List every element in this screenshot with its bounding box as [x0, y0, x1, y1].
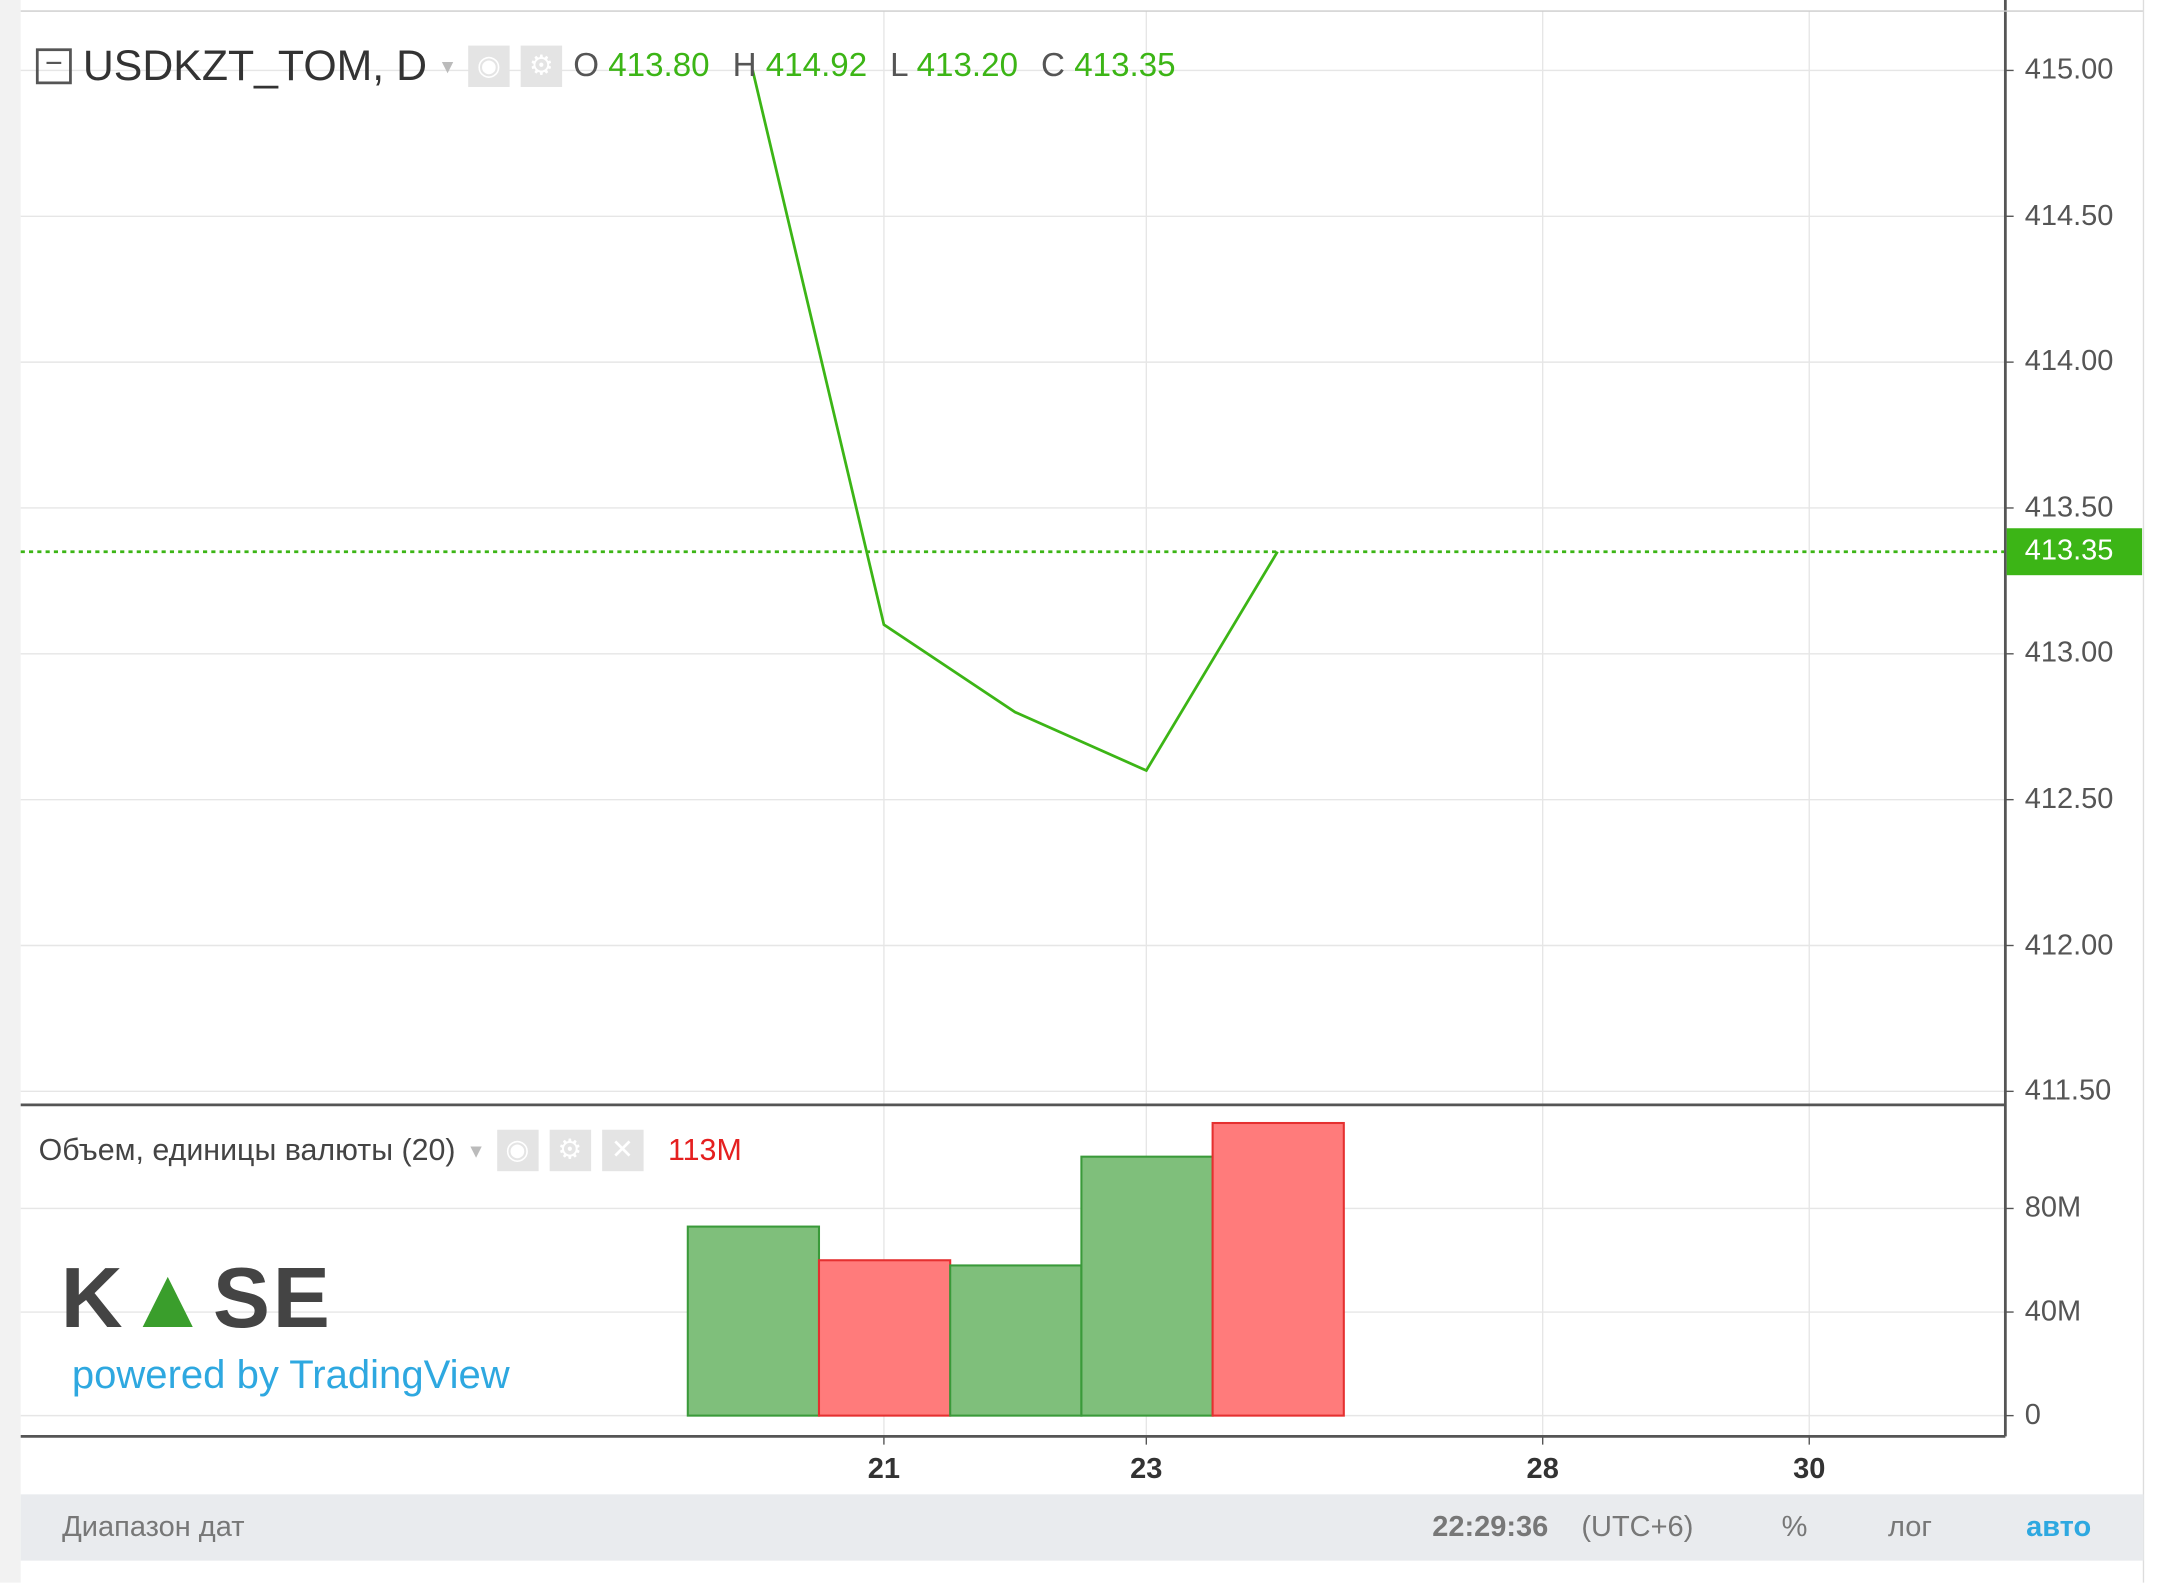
high-label: H: [733, 47, 757, 84]
gear-icon[interactable]: ⚙: [521, 46, 562, 87]
time-tick-label: 30: [1793, 1453, 1825, 1486]
symbol-legend: − USDKZT_TOM, D ▼ ◉ ⚙ O 413.80 H 414.92 …: [36, 41, 1189, 91]
left-toolbar-edge: [0, 0, 21, 1583]
gear-icon[interactable]: ⚙: [549, 1130, 590, 1171]
volume-bar: [819, 1260, 950, 1415]
bottom-toolbar: Диапазон дат 22:29:36 (UTC+6) % лог авто: [21, 1494, 2144, 1560]
symbol-title[interactable]: USDKZT_TOM, D: [83, 41, 427, 91]
low-label: L: [890, 47, 907, 84]
high-value: 414.92: [766, 47, 867, 84]
volume-tick-label: 40M: [2025, 1295, 2081, 1328]
volume-bar: [950, 1265, 1081, 1415]
percent-toggle[interactable]: %: [1782, 1511, 1808, 1544]
clock-time: 22:29:36: [1432, 1511, 1548, 1544]
close-icon[interactable]: ✕: [602, 1130, 643, 1171]
volume-value: 113M: [668, 1133, 742, 1169]
volume-bar: [1081, 1157, 1212, 1416]
open-value: 413.80: [608, 47, 709, 84]
volume-tick-label: 0: [2025, 1399, 2041, 1432]
price-tick-label: 414.50: [2025, 200, 2114, 233]
price-tick-label: 414.00: [2025, 346, 2114, 379]
volume-tick-label: 80M: [2025, 1192, 2081, 1225]
price-tick-label: 415.00: [2025, 54, 2114, 87]
eye-icon[interactable]: ◉: [497, 1130, 538, 1171]
ohlc-values: O 413.80 H 414.92 L 413.20 C 413.35: [573, 47, 1189, 86]
price-tick-label: 411.50: [2025, 1075, 2112, 1108]
time-tick-label: 28: [1527, 1453, 1559, 1486]
open-label: O: [573, 47, 599, 84]
eye-icon[interactable]: ◉: [468, 46, 509, 87]
time-tick-label: 21: [868, 1453, 900, 1486]
last-price-label: 413.35: [2025, 535, 2114, 568]
volume-bar: [1213, 1123, 1344, 1416]
dropdown-icon[interactable]: ▼: [467, 1139, 486, 1161]
collapse-icon[interactable]: −: [36, 48, 72, 84]
price-tick-label: 413.00: [2025, 637, 2114, 670]
volume-bar: [688, 1227, 819, 1416]
timezone[interactable]: (UTC+6): [1581, 1511, 1693, 1544]
volume-title[interactable]: Объем, единицы валюты (20): [39, 1133, 456, 1169]
time-tick-label: 23: [1130, 1453, 1162, 1486]
price-tick-label: 412.50: [2025, 783, 2114, 816]
log-toggle[interactable]: лог: [1888, 1511, 1932, 1544]
powered-by-tradingview[interactable]: powered by TradingView: [72, 1353, 510, 1399]
auto-toggle[interactable]: авто: [2026, 1511, 2091, 1544]
volume-legend: Объем, единицы валюты (20) ▼ ◉ ⚙ ✕ 113M: [39, 1130, 742, 1171]
close-value: 413.35: [1074, 47, 1175, 84]
kase-logo: K▲SE: [61, 1250, 333, 1348]
low-value: 413.20: [917, 47, 1018, 84]
price-tick-label: 412.00: [2025, 929, 2114, 962]
date-range-button[interactable]: Диапазон дат: [62, 1511, 244, 1544]
close-label: C: [1041, 47, 1065, 84]
dropdown-icon[interactable]: ▼: [438, 55, 457, 77]
price-tick-label: 413.50: [2025, 491, 2114, 524]
